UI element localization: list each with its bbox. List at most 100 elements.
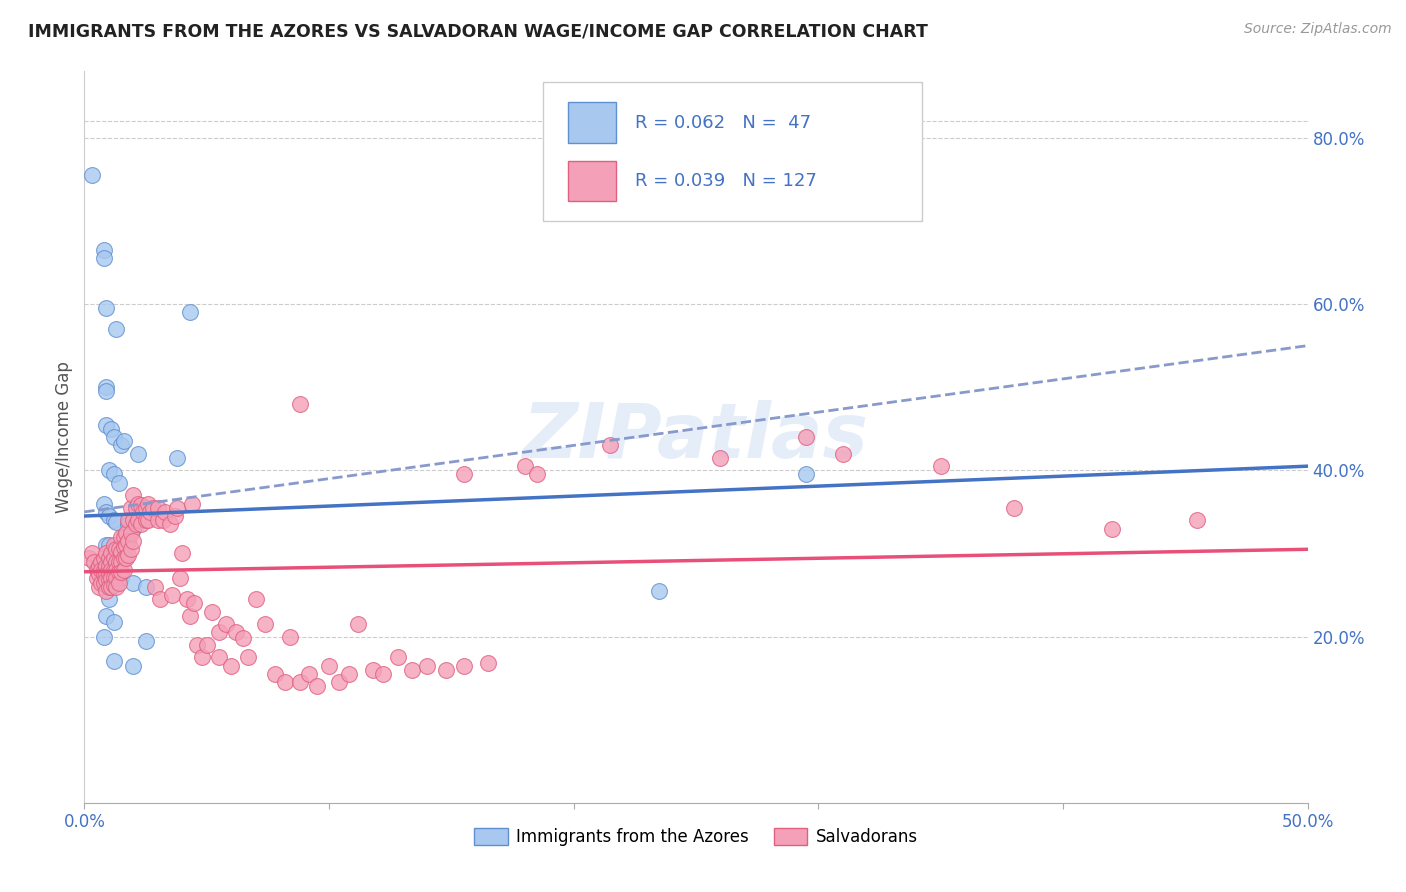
- Point: [120, 542, 142, 557]
- Point: [97, 573, 120, 587]
- Point: [107, 575, 129, 590]
- Point: [191, 650, 214, 665]
- Point: [1101, 521, 1123, 535]
- Point: [103, 467, 125, 482]
- Text: Source: ZipAtlas.com: Source: ZipAtlas.com: [1244, 22, 1392, 37]
- Point: [225, 625, 247, 640]
- Point: [599, 438, 621, 452]
- Point: [80, 546, 103, 560]
- Point: [120, 500, 142, 515]
- Point: [93, 243, 115, 257]
- Point: [179, 305, 201, 319]
- Point: [100, 422, 122, 436]
- Point: [93, 550, 115, 565]
- Point: [97, 550, 120, 565]
- Point: [105, 542, 128, 557]
- Point: [83, 555, 105, 569]
- Point: [172, 546, 194, 560]
- Point: [87, 558, 110, 573]
- Point: [387, 650, 409, 665]
- Point: [96, 567, 118, 582]
- Point: [929, 459, 952, 474]
- Point: [103, 615, 125, 629]
- Point: [219, 658, 242, 673]
- Point: [115, 538, 138, 552]
- Point: [96, 301, 118, 316]
- Point: [132, 505, 155, 519]
- Point: [195, 638, 218, 652]
- Point: [93, 567, 115, 582]
- Point: [117, 517, 139, 532]
- Point: [122, 488, 145, 502]
- Point: [96, 417, 118, 432]
- Point: [183, 596, 205, 610]
- Point: [110, 545, 132, 559]
- Point: [361, 663, 384, 677]
- Point: [122, 533, 145, 548]
- Point: [103, 570, 125, 584]
- Point: [127, 447, 149, 461]
- Point: [709, 450, 731, 465]
- Point: [181, 497, 204, 511]
- Y-axis label: Wage/Income Gap: Wage/Income Gap: [55, 361, 73, 513]
- Point: [136, 513, 159, 527]
- Point: [97, 567, 120, 582]
- Point: [179, 608, 201, 623]
- Point: [318, 658, 340, 673]
- Text: IMMIGRANTS FROM THE AZORES VS SALVADORAN WAGE/INCOME GAP CORRELATION CHART: IMMIGRANTS FROM THE AZORES VS SALVADORAN…: [28, 22, 928, 40]
- Point: [100, 571, 122, 585]
- Point: [298, 667, 321, 681]
- Point: [100, 563, 122, 577]
- Point: [278, 630, 301, 644]
- Point: [103, 655, 125, 669]
- Point: [215, 617, 238, 632]
- Point: [97, 463, 120, 477]
- Point: [453, 658, 475, 673]
- Point: [86, 571, 108, 585]
- Point: [208, 650, 231, 665]
- Bar: [568, 103, 616, 143]
- Point: [254, 617, 277, 632]
- Point: [122, 521, 145, 535]
- Point: [97, 580, 120, 594]
- Point: [1002, 500, 1025, 515]
- Point: [112, 530, 135, 544]
- Point: [152, 513, 174, 527]
- Point: [100, 555, 122, 569]
- Point: [176, 592, 198, 607]
- Point: [1187, 513, 1209, 527]
- Text: R = 0.062   N =  47: R = 0.062 N = 47: [636, 113, 811, 131]
- Point: [105, 580, 128, 594]
- Point: [305, 680, 328, 694]
- Point: [328, 675, 350, 690]
- Point: [105, 555, 128, 569]
- Point: [103, 430, 125, 444]
- Point: [93, 630, 115, 644]
- Point: [103, 550, 125, 565]
- Point: [274, 675, 297, 690]
- Point: [96, 573, 118, 587]
- Point: [122, 658, 145, 673]
- Point: [238, 650, 260, 665]
- Point: [105, 546, 128, 560]
- Point: [526, 467, 548, 482]
- Point: [96, 505, 118, 519]
- Point: [146, 513, 169, 527]
- Point: [86, 563, 108, 577]
- Point: [97, 592, 120, 607]
- Point: [96, 608, 118, 623]
- Point: [97, 558, 120, 573]
- Point: [97, 509, 120, 524]
- Point: [90, 555, 112, 569]
- Point: [200, 605, 222, 619]
- Point: [245, 592, 267, 607]
- Point: [96, 558, 118, 573]
- Point: [110, 438, 132, 452]
- Point: [337, 667, 360, 681]
- Point: [86, 558, 108, 573]
- Point: [90, 563, 112, 577]
- Point: [135, 513, 157, 527]
- Point: [288, 675, 311, 690]
- Point: [110, 565, 132, 579]
- Point: [125, 517, 148, 532]
